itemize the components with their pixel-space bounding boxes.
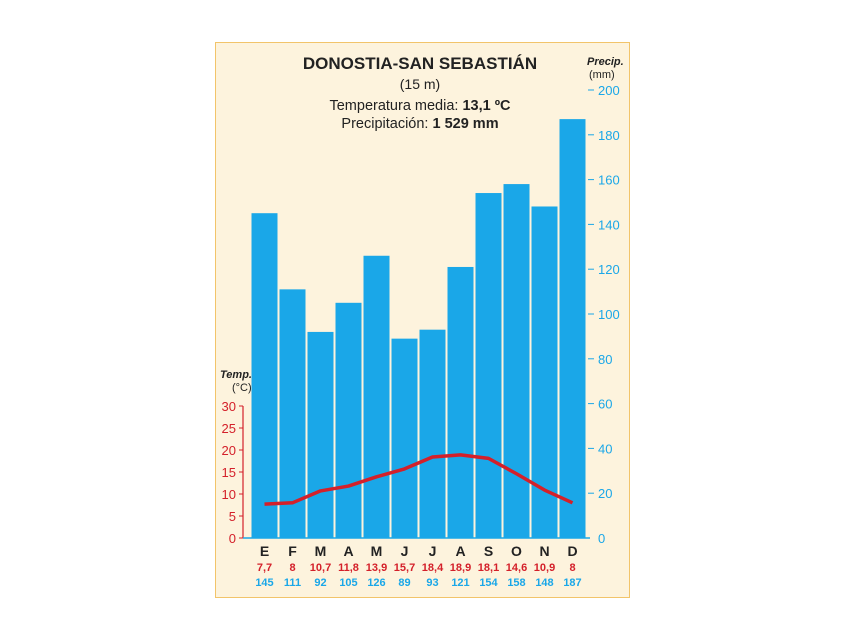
precip-bar bbox=[531, 206, 558, 539]
precip-tick-label: 20 bbox=[598, 486, 612, 501]
precip-axis-title: Precip. bbox=[587, 56, 624, 68]
month-label: O bbox=[511, 543, 522, 559]
precip-value-label: 93 bbox=[426, 577, 438, 589]
temp-value-label: 15,7 bbox=[394, 562, 415, 574]
precip-bar bbox=[503, 184, 530, 538]
temp-value-label: 14,6 bbox=[506, 562, 527, 574]
precip-bar bbox=[335, 302, 362, 538]
precip-value-label: 92 bbox=[314, 577, 326, 589]
precip-tick-label: 40 bbox=[598, 441, 612, 456]
month-label: J bbox=[429, 543, 437, 559]
month-label: M bbox=[315, 543, 327, 559]
mean-temp-value: 13,1 ºC bbox=[462, 98, 511, 114]
month-label: J bbox=[401, 543, 409, 559]
temp-value-label: 18,1 bbox=[478, 562, 499, 574]
precip-value-label: 121 bbox=[451, 577, 469, 589]
temp-tick-label: 20 bbox=[222, 443, 236, 458]
month-label: A bbox=[455, 543, 465, 559]
month-label: E bbox=[260, 543, 269, 559]
precip-tick-label: 160 bbox=[598, 173, 620, 188]
precip-tick-label: 200 bbox=[598, 83, 620, 98]
precip-value-label: 158 bbox=[507, 577, 525, 589]
precip-axis-unit: (mm) bbox=[589, 69, 615, 81]
precip-bar bbox=[559, 119, 586, 539]
temp-tick-label: 25 bbox=[222, 421, 236, 436]
precip-tick-label: 60 bbox=[598, 397, 612, 412]
temp-value-label: 8 bbox=[569, 562, 575, 574]
temp-line bbox=[264, 453, 574, 506]
temp-tick-label: 10 bbox=[222, 487, 236, 502]
precip-value-label: 145 bbox=[255, 577, 273, 589]
precip-value-label: 105 bbox=[339, 577, 357, 589]
temp-value-label: 10,7 bbox=[310, 562, 331, 574]
month-label: M bbox=[371, 543, 383, 559]
temp-value-label: 10,9 bbox=[534, 562, 555, 574]
precip-bar bbox=[363, 255, 390, 538]
total-precip-value: 1 529 mm bbox=[432, 116, 499, 132]
precip-tick-label: 140 bbox=[598, 217, 620, 232]
precip-value-label: 89 bbox=[398, 577, 410, 589]
precip-bar bbox=[447, 266, 474, 538]
month-label: D bbox=[567, 543, 577, 559]
precip-value-label: 148 bbox=[535, 577, 553, 589]
precip-tick-label: 0 bbox=[598, 531, 605, 546]
chart-title: DONOSTIA-SAN SEBASTIÁN bbox=[302, 54, 538, 73]
precip-tick-label: 180 bbox=[598, 128, 620, 143]
precip-value-label: 111 bbox=[284, 577, 301, 589]
total-precip-label: Precipitación: bbox=[341, 116, 429, 132]
temp-value-label: 8 bbox=[289, 562, 295, 574]
precip-value-label: 154 bbox=[479, 577, 498, 589]
precip-bar bbox=[419, 329, 446, 538]
temp-value-label: 18,4 bbox=[422, 562, 444, 574]
precip-value-label: 187 bbox=[563, 577, 581, 589]
month-label: S bbox=[484, 543, 493, 559]
precip-value-label: 126 bbox=[367, 577, 385, 589]
temp-axis-title: Temp. bbox=[220, 369, 252, 381]
temp-axis-unit: (°C) bbox=[232, 382, 252, 394]
precip-bar bbox=[475, 193, 502, 539]
precip-tick-label: 100 bbox=[598, 307, 620, 322]
temp-value-label: 11,8 bbox=[338, 562, 359, 574]
precip-bar bbox=[279, 289, 306, 538]
month-label: F bbox=[288, 543, 297, 559]
total-precip: Precipitación: 1 529 mm bbox=[260, 116, 580, 132]
temp-tick-label: 30 bbox=[222, 399, 236, 414]
month-label: A bbox=[343, 543, 353, 559]
precip-bar bbox=[391, 338, 418, 538]
month-label: N bbox=[539, 543, 549, 559]
temp-value-label: 7,7 bbox=[257, 562, 272, 574]
temp-value-label: 18,9 bbox=[450, 562, 471, 574]
mean-temp-label: Temperatura media: bbox=[329, 98, 459, 114]
mean-temp: Temperatura media: 13,1 ºC bbox=[260, 98, 580, 114]
temp-tick-label: 0 bbox=[229, 531, 236, 546]
precip-bar bbox=[251, 213, 278, 538]
temp-value-label: 13,9 bbox=[366, 562, 387, 574]
precip-tick-label: 120 bbox=[598, 262, 620, 277]
precip-bar bbox=[307, 331, 334, 538]
chart-subtitle: (15 m) bbox=[399, 76, 441, 92]
precip-tick-label: 80 bbox=[598, 352, 612, 367]
temp-tick-label: 15 bbox=[222, 465, 236, 480]
temp-tick-label: 5 bbox=[229, 509, 236, 524]
